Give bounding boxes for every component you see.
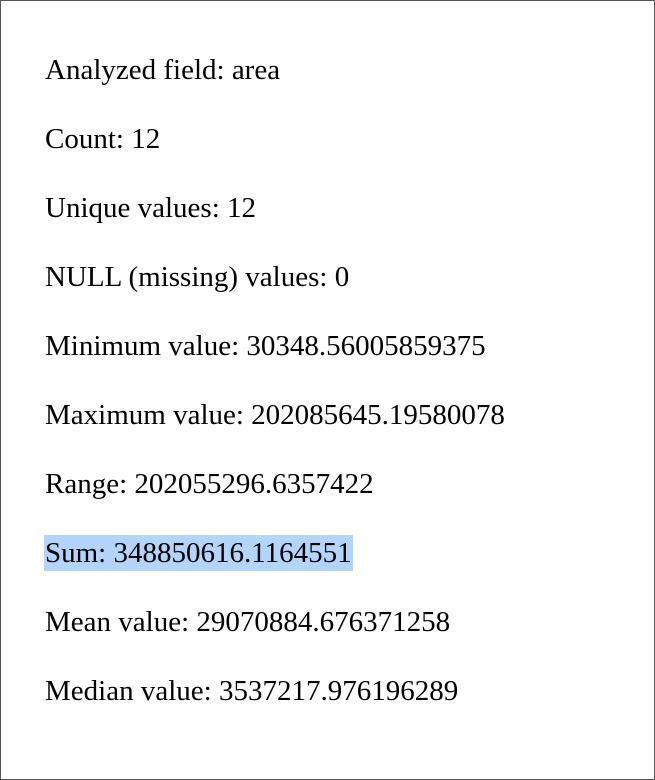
stat-analyzed-field-text[interactable]: Analyzed field: area [45,54,281,86]
stat-analyzed-field[interactable]: Analyzed field: area [44,50,506,119]
stat-minimum-value[interactable]: Minimum value: 30348.56005859375 [44,326,506,395]
stat-null-values[interactable]: NULL (missing) values: 0 [44,257,506,326]
stat-maximum-value-text[interactable]: Maximum value: 202085645.19580078 [45,399,505,431]
stat-maximum-value[interactable]: Maximum value: 202085645.19580078 [44,395,506,464]
stat-mean-value-text[interactable]: Mean value: 29070884.676371258 [45,606,451,638]
statistics-list: Analyzed field: area Count: 12 Unique va… [44,50,506,740]
stat-null-values-text[interactable]: NULL (missing) values: 0 [45,261,350,293]
stat-unique-values-text[interactable]: Unique values: 12 [45,192,257,224]
stat-median-value-text[interactable]: Median value: 3537217.976196289 [45,675,459,707]
stat-median-value[interactable]: Median value: 3537217.976196289 [44,671,506,740]
stat-range-text[interactable]: Range: 202055296.6357422 [45,468,374,500]
stat-minimum-value-text[interactable]: Minimum value: 30348.56005859375 [45,330,486,362]
stat-count-text[interactable]: Count: 12 [45,123,161,155]
stat-sum[interactable]: Sum: 348850616.1164551 [44,533,506,602]
stat-mean-value[interactable]: Mean value: 29070884.676371258 [44,602,506,671]
stat-unique-values[interactable]: Unique values: 12 [44,188,506,257]
stat-count[interactable]: Count: 12 [44,119,506,188]
stat-sum-text-selected[interactable]: Sum: 348850616.1164551 [44,535,353,571]
stat-range[interactable]: Range: 202055296.6357422 [44,464,506,533]
